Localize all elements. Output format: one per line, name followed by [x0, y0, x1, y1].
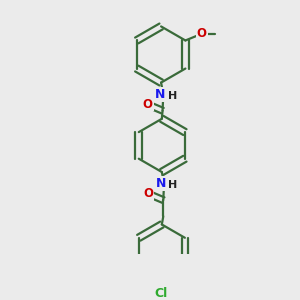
Text: N: N: [155, 88, 166, 101]
Text: H: H: [168, 180, 178, 190]
Text: O: O: [143, 187, 154, 200]
Text: O: O: [143, 98, 153, 110]
Text: O: O: [197, 27, 207, 40]
Text: Cl: Cl: [154, 287, 168, 300]
Text: H: H: [167, 91, 177, 101]
Text: N: N: [156, 177, 166, 190]
